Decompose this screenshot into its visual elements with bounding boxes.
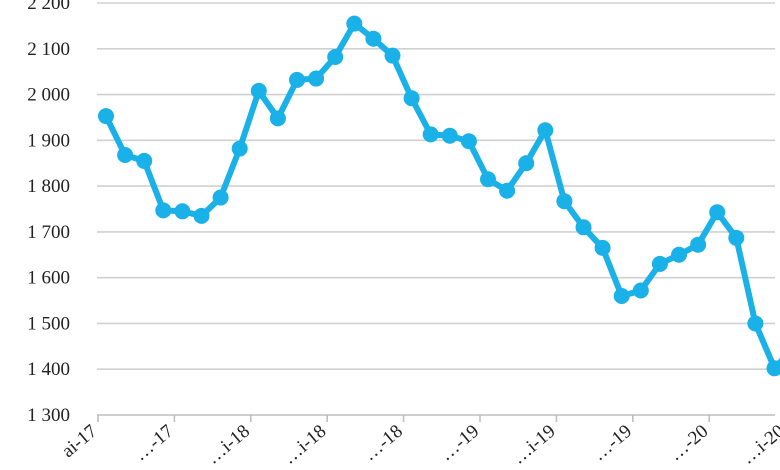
x-tick-label: …i-18 — [279, 421, 331, 469]
data-point — [728, 229, 745, 246]
series-line — [98, 15, 780, 377]
gridlines — [97, 2, 775, 371]
x-tick-label: …i-20 — [737, 421, 780, 469]
data-point — [155, 202, 172, 219]
data-point — [136, 152, 153, 169]
x-tick-label: …-19 — [436, 421, 483, 466]
y-tick-label: 2 000 — [27, 85, 70, 106]
data-point — [250, 82, 267, 99]
data-point — [231, 140, 248, 157]
data-point — [117, 146, 134, 163]
y-tick-label: 1 300 — [27, 405, 70, 426]
x-tick-label: …-19 — [589, 421, 636, 466]
y-tick-label: 1 900 — [27, 130, 70, 151]
data-point — [671, 246, 687, 263]
data-point — [766, 360, 780, 377]
x-tick-label: …i-19 — [508, 421, 560, 469]
data-point — [480, 171, 496, 188]
data-point — [575, 219, 592, 236]
data-point — [441, 127, 458, 144]
data-point — [613, 287, 630, 304]
data-point — [422, 126, 439, 143]
y-axis: 1 300 1 400 1 500 1 600 1 700 1 800 1 900 2 000… — [27, 0, 70, 426]
data-point — [518, 155, 535, 172]
y-tick-label: 1 800 — [27, 176, 70, 197]
data-point — [193, 207, 210, 224]
x-tick-label: …-18 — [359, 421, 406, 466]
y-tick-label: 2 200 — [27, 0, 70, 14]
y-tick-label: 2 100 — [27, 39, 70, 60]
x-tick-label: …i-18 — [203, 421, 255, 469]
x-axis: ai-17 …-17 …i-18 …i-18 …-18 …-19 …i-19 …-19 …-20… — [58, 414, 780, 469]
data-point — [537, 122, 554, 139]
data-point — [632, 282, 649, 299]
y-tick-label: 1 700 — [27, 222, 70, 243]
data-point — [460, 133, 477, 150]
data-point — [174, 203, 191, 220]
data-point — [403, 90, 420, 107]
data-point — [594, 239, 611, 256]
data-point — [690, 236, 707, 253]
data-point — [384, 47, 401, 64]
data-point — [98, 108, 114, 125]
data-point — [308, 70, 325, 87]
data-point — [499, 182, 516, 199]
series-path — [103, 20, 780, 372]
data-point — [365, 30, 382, 47]
data-point — [747, 315, 764, 332]
y-tick-label: 1 400 — [27, 359, 70, 380]
data-point — [269, 110, 286, 127]
x-tick-label: …-20 — [665, 421, 712, 466]
data-point — [327, 49, 344, 66]
data-point — [651, 255, 668, 272]
y-tick-label: 1 500 — [27, 313, 70, 334]
x-tick-label: ai-17 — [58, 421, 101, 462]
y-tick-label: 1 600 — [27, 268, 70, 289]
x-tick-label: …-17 — [130, 421, 177, 466]
data-point — [212, 189, 229, 206]
data-point — [289, 71, 305, 88]
data-point — [346, 15, 363, 32]
data-point — [556, 193, 573, 210]
data-point — [709, 204, 726, 221]
